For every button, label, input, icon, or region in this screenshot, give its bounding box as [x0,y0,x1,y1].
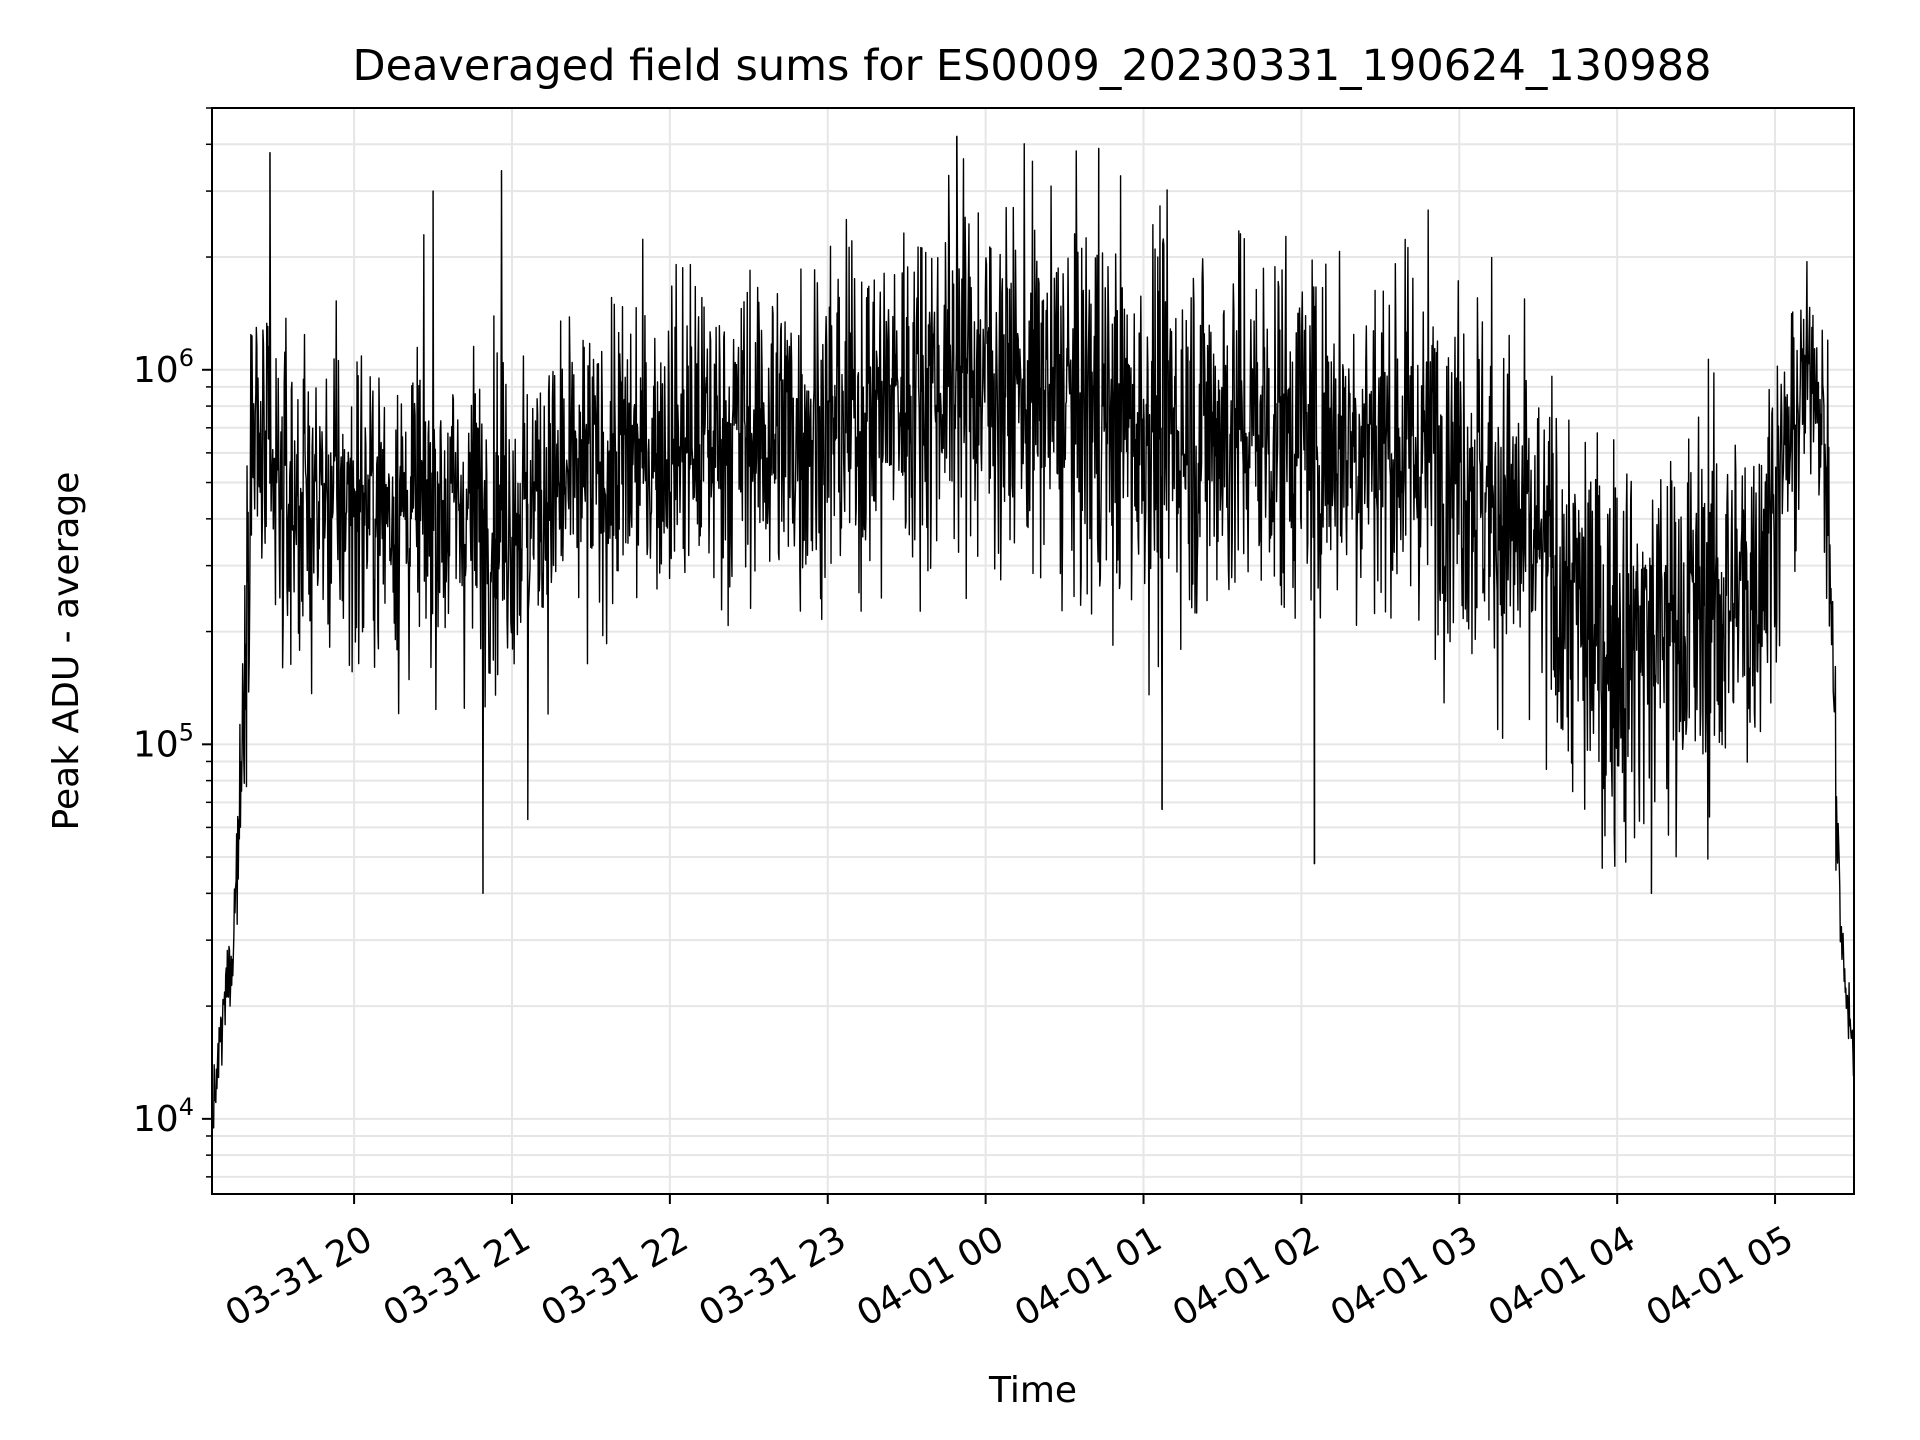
y-tick-label: 106 [133,344,194,391]
x-axis-label: Time [988,1370,1077,1411]
y-tick-label: 105 [133,718,194,765]
y-axis-label: Peak ADU - average [46,472,87,831]
grid [212,107,1854,1194]
chart-title: Deaveraged field sums for ES0009_2023033… [353,41,1712,91]
y-tick-label: 104 [133,1093,194,1140]
plot-frame [211,107,1855,1195]
y-axis-ticks: 104 105 106 [133,107,212,1178]
series [211,135,1855,1129]
series-line [211,135,1855,1129]
